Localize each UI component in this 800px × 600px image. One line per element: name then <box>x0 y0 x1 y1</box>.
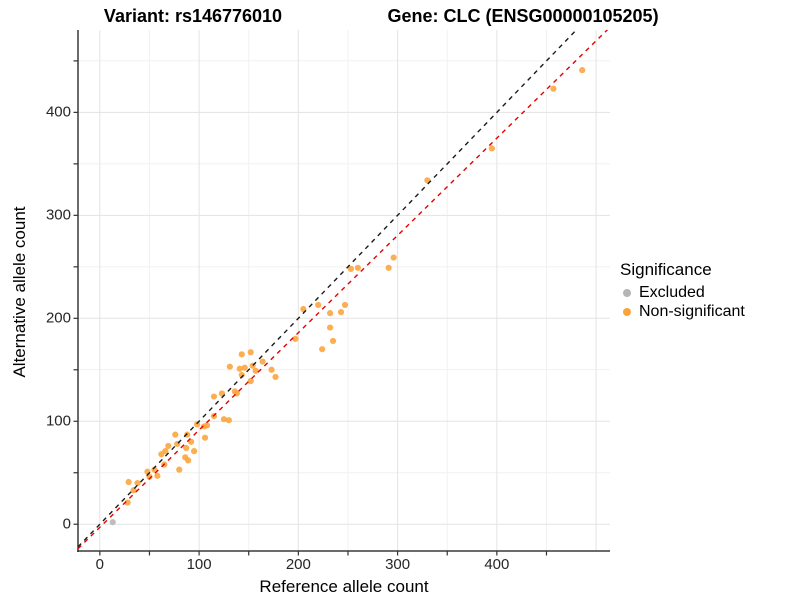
data-point <box>125 478 132 486</box>
data-point <box>151 466 158 473</box>
data-point <box>109 519 116 526</box>
legend-item: Non-significant <box>620 302 745 321</box>
legend-item-label: Non-significant <box>639 302 745 320</box>
data-point <box>172 431 179 438</box>
data-point <box>194 421 201 428</box>
legend-items: Excluded Non-significant <box>620 283 745 321</box>
series-non-significant <box>124 67 586 506</box>
fit-line <box>78 30 609 550</box>
plot-title-variant: Variant: rs146776010 <box>103 6 283 26</box>
y-tick-label: 200 <box>45 309 71 327</box>
data-point <box>236 365 243 372</box>
x-tick-label: 100 <box>186 556 212 573</box>
data-point <box>201 434 209 441</box>
x-tick-label: 0 <box>95 556 104 573</box>
y-tick-label: 100 <box>45 412 71 430</box>
data-point <box>579 67 586 74</box>
x-tick-label: 400 <box>484 556 510 573</box>
data-point <box>191 448 198 455</box>
data-point <box>238 371 245 379</box>
data-point <box>268 366 275 373</box>
y-tick-label: 0 <box>62 515 71 533</box>
data-point <box>329 337 337 345</box>
data-point <box>247 378 254 385</box>
data-point <box>488 145 495 152</box>
data-point <box>185 457 192 464</box>
x-axis-title: Reference allele count <box>259 577 429 596</box>
data-point <box>241 364 248 371</box>
legend-item: Excluded <box>620 283 745 302</box>
data-point <box>203 422 211 429</box>
data-point <box>124 499 131 506</box>
data-point <box>550 85 557 92</box>
legend-title: Significance <box>620 260 712 279</box>
data-point <box>225 417 232 424</box>
legend-dot-icon <box>623 288 631 297</box>
data-point <box>327 310 334 317</box>
y-tick-label: 400 <box>45 103 71 121</box>
data-point <box>341 301 349 309</box>
data-point <box>354 264 361 271</box>
series-excluded <box>109 519 116 526</box>
data-point <box>134 479 141 487</box>
identity-line <box>78 30 578 548</box>
data-point <box>252 367 259 374</box>
data-point <box>210 393 218 400</box>
plot-title-gene: Gene: CLC (ENSG00000105205) <box>387 6 659 26</box>
data-point <box>247 349 254 356</box>
data-point <box>259 358 266 365</box>
data-point <box>385 264 392 271</box>
legend-item-label: Excluded <box>639 283 705 301</box>
data-point <box>154 472 161 479</box>
data-point <box>130 487 137 494</box>
data-point <box>327 324 334 331</box>
y-tick-label: 300 <box>45 206 71 224</box>
data-point <box>390 254 397 261</box>
legend: Significance Excluded Non-significant <box>620 260 745 321</box>
x-tick-label: 200 <box>285 556 311 573</box>
data-point <box>220 416 228 423</box>
data-point <box>315 301 322 309</box>
data-point <box>162 448 169 455</box>
data-point <box>319 346 326 353</box>
data-point <box>226 363 233 370</box>
data-point <box>188 438 195 445</box>
data-point <box>183 444 190 452</box>
data-point <box>238 351 245 358</box>
data-point <box>165 442 172 450</box>
x-tick-label: 300 <box>385 556 411 573</box>
legend-dot-icon <box>623 307 631 316</box>
data-point <box>347 265 355 272</box>
data-point <box>176 466 183 473</box>
data-point <box>292 335 299 342</box>
data-point <box>272 373 279 381</box>
data-point <box>337 309 345 316</box>
